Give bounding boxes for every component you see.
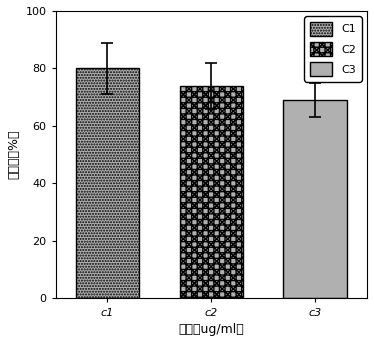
- X-axis label: 浓度（ug/ml）: 浓度（ug/ml）: [178, 323, 244, 336]
- Bar: [283, 100, 347, 298]
- Bar: [180, 86, 243, 298]
- Legend: C1, C2, C3: C1, C2, C3: [304, 16, 362, 82]
- Y-axis label: 抑制率（%）: 抑制率（%）: [7, 130, 20, 179]
- Bar: [76, 69, 139, 298]
